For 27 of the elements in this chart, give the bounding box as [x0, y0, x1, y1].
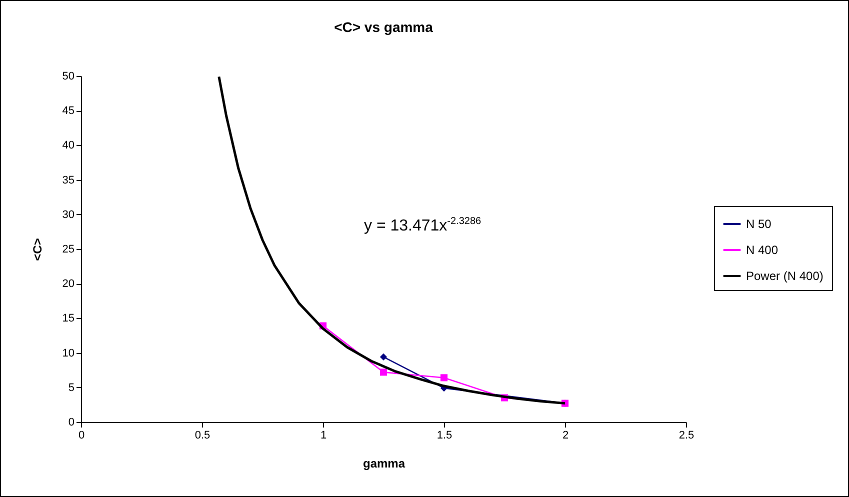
x-tick-label: 2.5: [678, 430, 694, 442]
annotation: y = 13.471x$^{-2.3286}$: [364, 216, 482, 236]
point: [380, 368, 388, 376]
y-tick-label: 45: [62, 105, 74, 118]
x-tick-label: 2: [562, 430, 569, 442]
y-tick-label: 50: [62, 70, 74, 82]
y-axis-title: <C>: [30, 238, 44, 261]
legend-label: N 400: [746, 243, 778, 257]
y-tick-label: 15: [62, 312, 74, 325]
x-tick-label: 0: [78, 430, 85, 442]
y-tick-label: 20: [62, 278, 74, 290]
point: [380, 353, 388, 360]
y-tick-label: 35: [62, 174, 74, 186]
y-tick-label: 10: [62, 347, 74, 360]
y-tick-label: 40: [62, 140, 74, 152]
x-tick-label: 1.5: [436, 430, 452, 442]
legend-label: N 50: [746, 217, 772, 231]
x-tick-label: 0.5: [194, 430, 210, 442]
y-tick-label: 0: [68, 416, 74, 428]
chart-title: <C> vs gamma: [334, 19, 434, 35]
y-tick-label: 5: [68, 382, 74, 394]
legend-label: Power (N 400): [746, 269, 824, 283]
y-tick-label: 25: [62, 244, 74, 256]
x-tick-label: 1: [320, 430, 327, 442]
x-axis-title: gamma: [362, 456, 406, 470]
point: [440, 374, 448, 382]
y-tick-label: 30: [62, 208, 74, 221]
